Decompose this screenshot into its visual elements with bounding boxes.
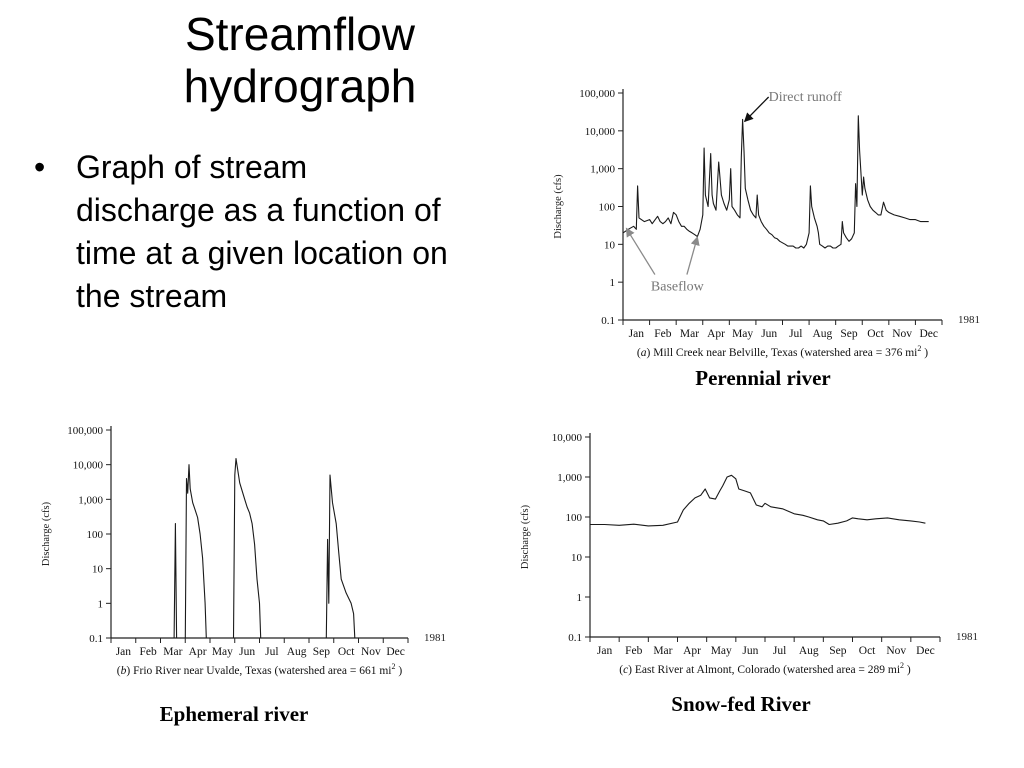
chart-b-y-tick-label: 1,000	[78, 494, 103, 506]
chart-c-month-label: Oct	[859, 645, 876, 657]
chart-b-month-label: May	[212, 646, 233, 658]
chart-a-y-tick-label: 10,000	[585, 126, 616, 138]
chart-b-month-label: Nov	[361, 646, 381, 658]
chart-c-month-label: Sep	[829, 645, 847, 657]
chart-a-annotation-arrow	[686, 236, 700, 275]
chart-c-y-axis-label: Discharge (cfs)	[520, 504, 531, 569]
hydrograph-ephemeral: 0.1 1 10 100 1,000 10,000 100,000 Jan Feb Mar Apr M…	[41, 425, 446, 677]
chart-b-month-label: Feb	[140, 646, 158, 658]
chart-b-y-tick-label: 10	[92, 564, 104, 576]
chart-a-subcaption: (a) Mill Creek near Belville, Texas (wat…	[637, 344, 928, 359]
chart-c-month-label: Jun	[742, 645, 758, 657]
chart-b-month-label: Dec	[386, 646, 405, 658]
chart-b-month-label: Mar	[163, 646, 182, 658]
chart-c-month-label: Aug	[799, 645, 819, 657]
chart-b-month-label: Jul	[265, 646, 278, 658]
chart-a-annotation-baseflow: Baseflow	[651, 280, 705, 295]
chart-a-month-label: Jul	[789, 328, 802, 340]
chart-c-month-label: May	[711, 645, 732, 657]
chart-a-discharge-line	[622, 115, 929, 249]
chart-b-y-axis-label: Discharge (cfs)	[41, 501, 52, 566]
chart-b-month-label: Sep	[313, 646, 331, 658]
chart-b-year-label: 1981	[424, 632, 446, 644]
chart-c-y-tick-label: 10,000	[552, 432, 583, 444]
chart-b-month-label: Apr	[189, 646, 207, 658]
chart-c-y-tick-label: 1	[577, 592, 583, 604]
chart-a-month-label: May	[732, 328, 753, 340]
chart-a-annotation-direct-runoff: Direct runoff	[769, 90, 843, 105]
chart-a-month-label: Apr	[707, 328, 725, 340]
chart-a-month-label: Aug	[812, 328, 832, 340]
chart-b-y-tick-label: 100	[87, 529, 104, 541]
bullet-text: Graph of stream discharge as a function …	[76, 149, 448, 314]
chart-a-month-label: Mar	[680, 328, 699, 340]
chart-b-y-tick-label: 100,000	[67, 425, 103, 437]
bullet-list: • Graph of stream discharge as a function…	[34, 146, 454, 318]
chart-b-discharge-line	[173, 523, 178, 639]
chart-c-y-tick-label: 1,000	[557, 472, 582, 484]
chart-c-month-label: Jan	[597, 645, 613, 657]
caption-perennial: Perennial river	[695, 366, 831, 390]
chart-c-year-label: 1981	[956, 631, 978, 643]
hydrograph-snowfed: 0.1 1 10 100 1,000 10,000 Jan Feb Mar Apr May Jun Ju…	[520, 432, 978, 676]
chart-b-subcaption: (b) Frio River near Uvalde, Texas (water…	[117, 662, 403, 677]
chart-a-y-tick-label: 1,000	[590, 164, 615, 176]
chart-b-month-label: Jun	[239, 646, 255, 658]
chart-a-month-label: Feb	[654, 328, 672, 340]
chart-a-month-label: Jun	[761, 328, 777, 340]
chart-a-month-label: Jan	[629, 328, 645, 340]
bullet-item: • Graph of stream discharge as a function…	[34, 146, 454, 318]
chart-b-discharge-line	[232, 458, 262, 639]
caption-ephemeral: Ephemeral river	[159, 702, 309, 726]
chart-c-month-label: Nov	[886, 645, 906, 657]
chart-a-month-label: Nov	[892, 328, 912, 340]
chart-b-month-label: Aug	[287, 646, 307, 658]
chart-c-y-tick-label: 10	[571, 552, 583, 564]
chart-a-annotation-arrow	[625, 227, 656, 275]
chart-c-y-tick-label: 100	[566, 512, 583, 524]
chart-a-y-tick-label: 0.1	[601, 315, 615, 327]
chart-a-month-label: Oct	[867, 328, 884, 340]
chart-b-y-tick-label: 0.1	[89, 633, 103, 645]
hydrograph-perennial: 0.1 1 10 100 1,000 10,000 100,000 Jan Feb Mar Apr M…	[553, 88, 980, 359]
chart-a-month-label: Dec	[919, 328, 938, 340]
chart-a-year-label: 1981	[958, 314, 980, 326]
bullet-dot: •	[34, 149, 46, 185]
chart-c-month-label: Mar	[653, 645, 672, 657]
chart-a-y-tick-label: 100	[599, 202, 616, 214]
chart-a-y-tick-label: 1	[610, 277, 616, 289]
chart-b-discharge-line	[184, 464, 207, 639]
chart-a-y-axis-label: Discharge (cfs)	[553, 174, 564, 239]
chart-c-discharge-line	[590, 474, 926, 527]
chart-b-month-label: Jan	[116, 646, 132, 658]
chart-c-month-label: Dec	[916, 645, 935, 657]
chart-c-month-label: Feb	[625, 645, 643, 657]
chart-c-subcaption: (c) East River at Almont, Colorado (wate…	[619, 661, 911, 676]
chart-a-y-tick-label: 100,000	[579, 88, 615, 100]
chart-b-y-tick-label: 1	[98, 598, 104, 610]
chart-a-month-label: Sep	[840, 328, 858, 340]
chart-c-month-label: Apr	[683, 645, 701, 657]
chart-a-annotation-arrow	[743, 96, 770, 123]
chart-b-discharge-line	[325, 474, 356, 639]
chart-a-y-tick-label: 10	[604, 239, 616, 251]
chart-c-y-tick-label: 0.1	[568, 632, 582, 644]
chart-b-month-label: Oct	[338, 646, 355, 658]
chart-b-y-tick-label: 10,000	[73, 460, 104, 472]
chart-c-month-label: Jul	[773, 645, 786, 657]
slide-title: Streamflow hydrograph	[183, 8, 417, 112]
caption-snowfed: Snow-fed River	[671, 692, 811, 716]
